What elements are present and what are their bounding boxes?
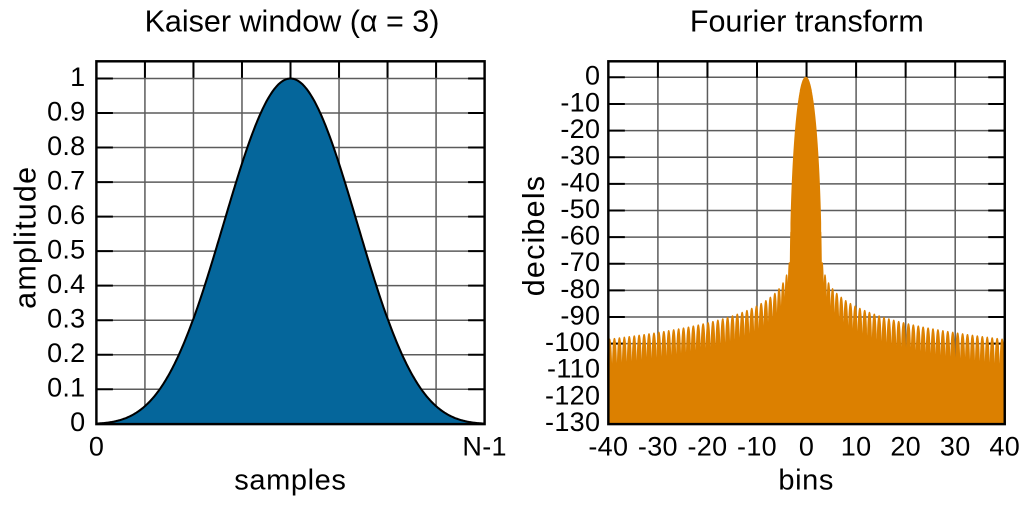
svg-text:-30: -30 bbox=[638, 432, 678, 462]
svg-text:0.9: 0.9 bbox=[47, 96, 85, 126]
svg-text:decibels: decibels bbox=[517, 175, 551, 297]
svg-text:-40: -40 bbox=[588, 432, 628, 462]
svg-text:-100: -100 bbox=[545, 327, 600, 357]
svg-text:0: 0 bbox=[89, 432, 104, 462]
svg-text:0: 0 bbox=[585, 61, 600, 91]
svg-text:-50: -50 bbox=[560, 194, 600, 224]
svg-text:0.2: 0.2 bbox=[47, 338, 85, 368]
svg-text:-80: -80 bbox=[560, 274, 600, 304]
svg-text:bins: bins bbox=[778, 465, 834, 497]
svg-text:amplitude: amplitude bbox=[9, 166, 43, 309]
svg-text:0: 0 bbox=[799, 432, 814, 462]
svg-text:20: 20 bbox=[890, 432, 921, 462]
svg-text:40: 40 bbox=[989, 432, 1020, 462]
svg-text:0.7: 0.7 bbox=[47, 165, 85, 195]
svg-text:0.4: 0.4 bbox=[47, 269, 85, 299]
svg-text:10: 10 bbox=[841, 432, 872, 462]
svg-text:-110: -110 bbox=[547, 354, 600, 384]
svg-text:-120: -120 bbox=[545, 380, 600, 410]
svg-text:0.1: 0.1 bbox=[47, 373, 85, 403]
svg-text:-20: -20 bbox=[560, 114, 600, 144]
svg-text:0.3: 0.3 bbox=[47, 304, 85, 334]
svg-text:-10: -10 bbox=[560, 87, 600, 117]
svg-text:-40: -40 bbox=[560, 167, 600, 197]
svg-text:30: 30 bbox=[940, 432, 971, 462]
svg-text:-70: -70 bbox=[560, 247, 600, 277]
svg-text:Kaiser window (α = 3): Kaiser window (α = 3) bbox=[145, 5, 440, 39]
svg-text:-30: -30 bbox=[560, 141, 600, 171]
svg-text:-20: -20 bbox=[687, 432, 727, 462]
svg-text:-10: -10 bbox=[737, 432, 777, 462]
svg-text:samples: samples bbox=[234, 465, 346, 497]
svg-text:0.8: 0.8 bbox=[47, 131, 85, 161]
svg-text:0.5: 0.5 bbox=[47, 235, 85, 265]
svg-text:1: 1 bbox=[70, 62, 85, 92]
svg-text:N-1: N-1 bbox=[462, 432, 506, 462]
svg-text:Fourier transform: Fourier transform bbox=[690, 5, 924, 39]
svg-text:0.6: 0.6 bbox=[47, 200, 85, 230]
svg-text:0: 0 bbox=[70, 407, 85, 437]
svg-text:-90: -90 bbox=[560, 300, 600, 330]
svg-text:-130: -130 bbox=[545, 407, 600, 437]
svg-text:-60: -60 bbox=[560, 221, 600, 251]
